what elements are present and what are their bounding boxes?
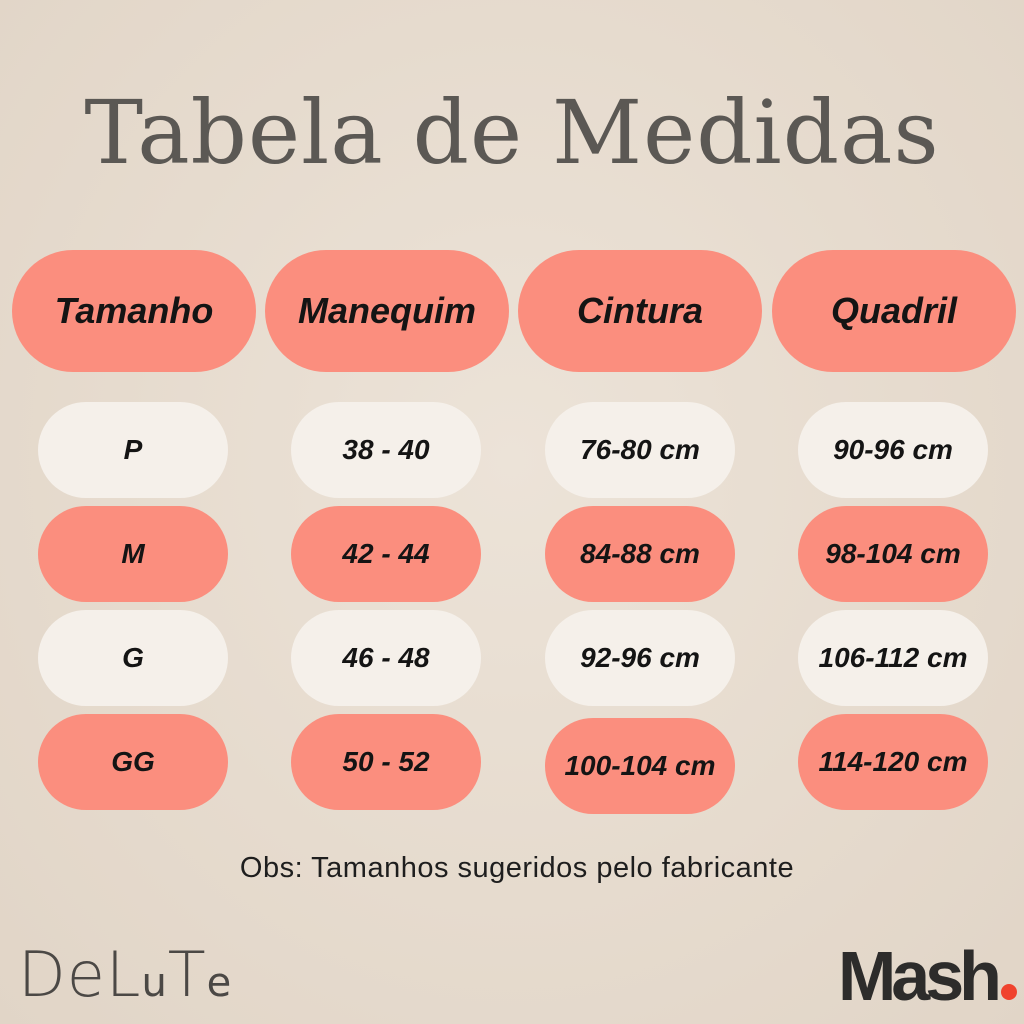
cell-manequim: 42 - 44 xyxy=(291,506,481,602)
delute-logo: DeLuTe xyxy=(18,938,233,1011)
cell-size: P xyxy=(38,402,228,498)
header-manequim: Manequim xyxy=(265,250,509,372)
cell-quadril: 106-112 cm xyxy=(798,610,988,706)
mash-logo: Mash xyxy=(838,936,1017,1016)
cell-manequim: 38 - 40 xyxy=(291,402,481,498)
cell-size: M xyxy=(38,506,228,602)
cell-size: GG xyxy=(38,714,228,810)
header-cintura: Cintura xyxy=(518,250,762,372)
cell-manequim: 46 - 48 xyxy=(291,610,481,706)
cell-size: G xyxy=(38,610,228,706)
mash-dot-icon xyxy=(1000,984,1017,1000)
header-tamanho: Tamanho xyxy=(12,250,256,372)
cell-quadril: 98-104 cm xyxy=(798,506,988,602)
cell-cintura: 100-104 cm xyxy=(545,718,735,814)
note-text: Obs: Tamanhos sugeridos pelo fabricante xyxy=(239,852,795,884)
cell-cintura: 84-88 cm xyxy=(545,506,735,602)
cell-cintura: 76-80 cm xyxy=(545,402,735,498)
header-quadril: Quadril xyxy=(772,250,1016,372)
cell-manequim: 50 - 52 xyxy=(291,714,481,810)
page-title: Tabela de Medidas xyxy=(84,81,940,184)
cell-quadril: 90-96 cm xyxy=(798,402,988,498)
cell-quadril: 114-120 cm xyxy=(798,714,988,810)
cell-cintura: 92-96 cm xyxy=(545,610,735,706)
